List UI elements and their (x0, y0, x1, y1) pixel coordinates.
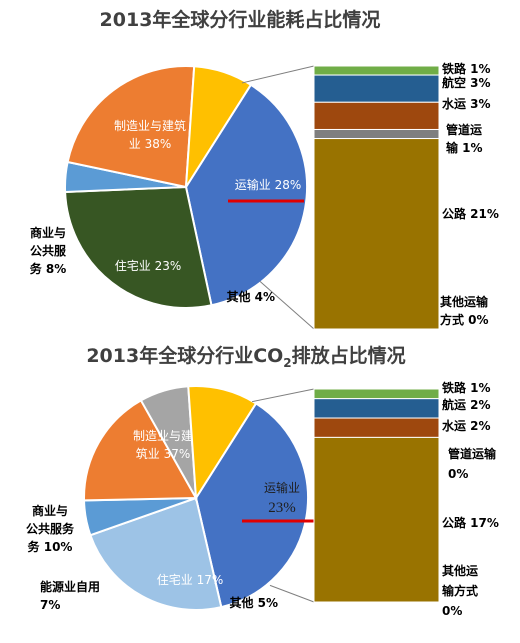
slice-label-transport: 运输业 28% (235, 177, 302, 192)
connector-line-bottom (269, 584, 315, 603)
connector-line-top (241, 65, 315, 84)
slice-label-energy-own-use: 能源业自用 7% (40, 579, 100, 612)
bar-segment-aviation (313, 398, 440, 419)
bar-label-pipeline: 管道运输 0% (448, 446, 497, 481)
bar-label-rail: 铁路 1% (442, 380, 491, 395)
bar-segment-rail (313, 65, 440, 76)
bar-label-other-transport: 其他运输方式 0% (440, 294, 489, 327)
slice-label-commercial: 商业与公共服务 8% (30, 225, 67, 276)
bar-label-shipping: 水运 2% (442, 418, 491, 433)
slice-label-other: 其他 4% (226, 289, 275, 304)
slice-label-manufacturing: 制造业与建筑业 37% (133, 429, 193, 461)
bar-label-aviation: 航空 3% (442, 75, 491, 90)
pie-slice-commercial (187, 385, 258, 502)
bar-label-rail: 铁路 1% (442, 61, 491, 76)
slice-label-manufacturing: 制造业与建筑业 38% (114, 118, 186, 151)
pie-slice-residential (83, 399, 198, 502)
breakdown-bar-outline (313, 65, 440, 330)
bar-segment-shipping (313, 101, 440, 130)
bar-label-other-transport: 其他运输方式 0% (442, 563, 478, 618)
bar-segment-road (313, 138, 440, 330)
bar-segment-rail (313, 388, 440, 400)
bar-segment-shipping (313, 417, 440, 438)
pie-slice-transport (64, 185, 213, 309)
slice-label-residential: 住宅业 17% (157, 572, 224, 587)
bar-label-aviation: 航运 2% (442, 397, 491, 412)
bar-label-pipeline: 管道运输 1% (446, 122, 483, 155)
bar-segment-aviation (313, 74, 440, 103)
breakdown-bar-outline (313, 388, 440, 603)
bar-segment-pipeline (313, 128, 440, 140)
bar-label-shipping: 水运 3% (442, 96, 491, 111)
chart-title: 2013年全球分行业能耗占比情况 (100, 8, 381, 31)
pie-slice-transport (89, 496, 223, 612)
chart-title: 2013年全球分行业CO2排放占比情况 (86, 344, 405, 370)
connector-line-bottom (259, 281, 315, 330)
bar-segment-road (313, 436, 440, 603)
bar-label-road: 公路 21% (442, 206, 499, 221)
pie-slice-residential (66, 65, 196, 189)
bar-label-road: 公路 17% (442, 515, 499, 530)
connector-line-top (251, 388, 315, 403)
slice-label-other: 其他 5% (229, 595, 278, 610)
slice-label-transport: 运输业 23% (264, 480, 300, 516)
pie-slice-commercial (185, 65, 253, 188)
slice-label-residential: 住宅业 23% (115, 258, 182, 273)
slice-label-commercial: 商业与公共服务务 10% (26, 503, 75, 554)
